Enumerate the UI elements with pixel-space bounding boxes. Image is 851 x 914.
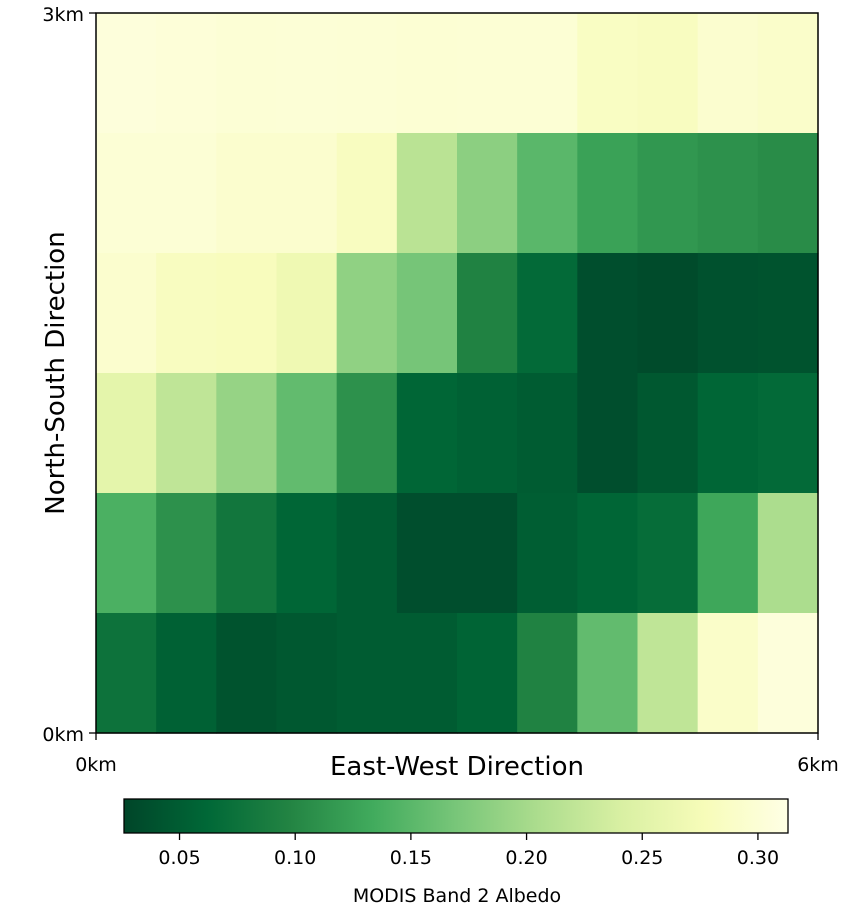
heatmap-cell — [757, 13, 819, 134]
heatmap-cell — [156, 373, 217, 494]
heatmap-cell — [577, 253, 639, 374]
heatmap-cell — [96, 493, 157, 614]
heatmap-cell — [577, 493, 639, 614]
colorbar-tick-label: 0.15 — [390, 847, 432, 869]
heatmap-cell — [276, 133, 338, 254]
colorbar-label: MODIS Band 2 Albedo — [353, 885, 561, 907]
heatmap-cell — [396, 613, 458, 734]
heatmap-cell — [96, 133, 157, 254]
heatmap-cell — [517, 13, 578, 134]
heatmap-cell — [697, 493, 759, 614]
heatmap-cell — [757, 613, 819, 734]
heatmap-cell — [276, 253, 338, 374]
colorbar-tick-label: 0.05 — [158, 847, 200, 869]
heatmap-cell — [457, 493, 518, 614]
x-axis-label: East-West Direction — [330, 752, 584, 782]
heatmap-cell — [517, 613, 578, 734]
heatmap-cell — [96, 253, 157, 374]
heatmap-cell — [517, 493, 578, 614]
heatmap-cell — [156, 133, 217, 254]
heatmap-cell — [96, 613, 157, 734]
heatmap-cell — [517, 253, 578, 374]
x-tick-label-right: 6km — [797, 754, 839, 776]
heatmap-cell — [457, 373, 518, 494]
heatmap-cell — [697, 373, 759, 494]
heatmap-cell — [637, 373, 699, 494]
heatmap-cell — [697, 133, 759, 254]
heatmap-cell — [517, 133, 578, 254]
heatmap-cell — [757, 133, 819, 254]
heatmap-cell — [216, 613, 278, 734]
heatmap-cell — [637, 133, 699, 254]
heatmap-cell — [336, 133, 398, 254]
heatmap-cell — [457, 133, 518, 254]
heatmap-cell — [396, 373, 458, 494]
colorbar-tick-label: 0.20 — [505, 847, 547, 869]
heatmap-cell — [156, 13, 217, 134]
heatmap-cell — [396, 13, 458, 134]
heatmap-cell — [577, 133, 639, 254]
heatmap-cell — [757, 253, 819, 374]
heatmap-cell — [156, 493, 217, 614]
colorbar — [123, 798, 789, 834]
heatmap-cell — [216, 493, 278, 614]
colorbar-tick-label: 0.10 — [274, 847, 316, 869]
heatmap-cell — [637, 13, 699, 134]
heatmap-cells — [96, 13, 819, 734]
heatmap-cell — [216, 13, 278, 134]
heatmap-cell — [276, 373, 338, 494]
heatmap-cell — [457, 13, 518, 134]
heatmap-cell — [336, 493, 398, 614]
heatmap-cell — [96, 13, 157, 134]
heatmap-cell — [96, 373, 157, 494]
heatmap-cell — [757, 373, 819, 494]
heatmap-cell — [396, 253, 458, 374]
colorbar-ticks: 0.05 0.10 0.15 0.20 0.25 0.30 — [158, 833, 779, 869]
heatmap-cell — [336, 613, 398, 734]
heatmap-cell — [457, 613, 518, 734]
colorbar-tick-label: 0.25 — [621, 847, 663, 869]
heatmap-cell — [697, 13, 759, 134]
heatmap-cell — [336, 253, 398, 374]
colorbar-tick-label: 0.30 — [737, 847, 779, 869]
heatmap-cell — [396, 133, 458, 254]
heatmap-cell — [156, 253, 217, 374]
heatmap-cell — [156, 613, 217, 734]
heatmap-cell — [697, 613, 759, 734]
heatmap-cell — [396, 493, 458, 614]
heatmap-cell — [637, 613, 699, 734]
heatmap-cell — [577, 13, 639, 134]
heatmap-cell — [276, 493, 338, 614]
heatmap-cell — [457, 253, 518, 374]
y-tick-label-top: 3km — [42, 4, 84, 26]
y-axis-label: North-South Direction — [41, 231, 71, 514]
y-tick-label-bottom: 0km — [42, 724, 84, 746]
heatmap-cell — [276, 13, 338, 134]
plot-frame — [95, 12, 819, 734]
heatmap-cell — [517, 373, 578, 494]
heatmap-cell — [637, 493, 699, 614]
heatmap-cell — [577, 613, 639, 734]
heatmap-cell — [637, 253, 699, 374]
heatmap-cell — [577, 373, 639, 494]
heatmap-cell — [697, 253, 759, 374]
heatmap-cell — [276, 613, 338, 734]
heatmap-cell — [216, 133, 278, 254]
x-tick-label-left: 0km — [75, 754, 117, 776]
heatmap-cell — [757, 493, 819, 614]
heatmap-cell — [336, 13, 398, 134]
heatmap-cell — [216, 253, 278, 374]
heatmap-cell — [336, 373, 398, 494]
heatmap-cell — [216, 373, 278, 494]
